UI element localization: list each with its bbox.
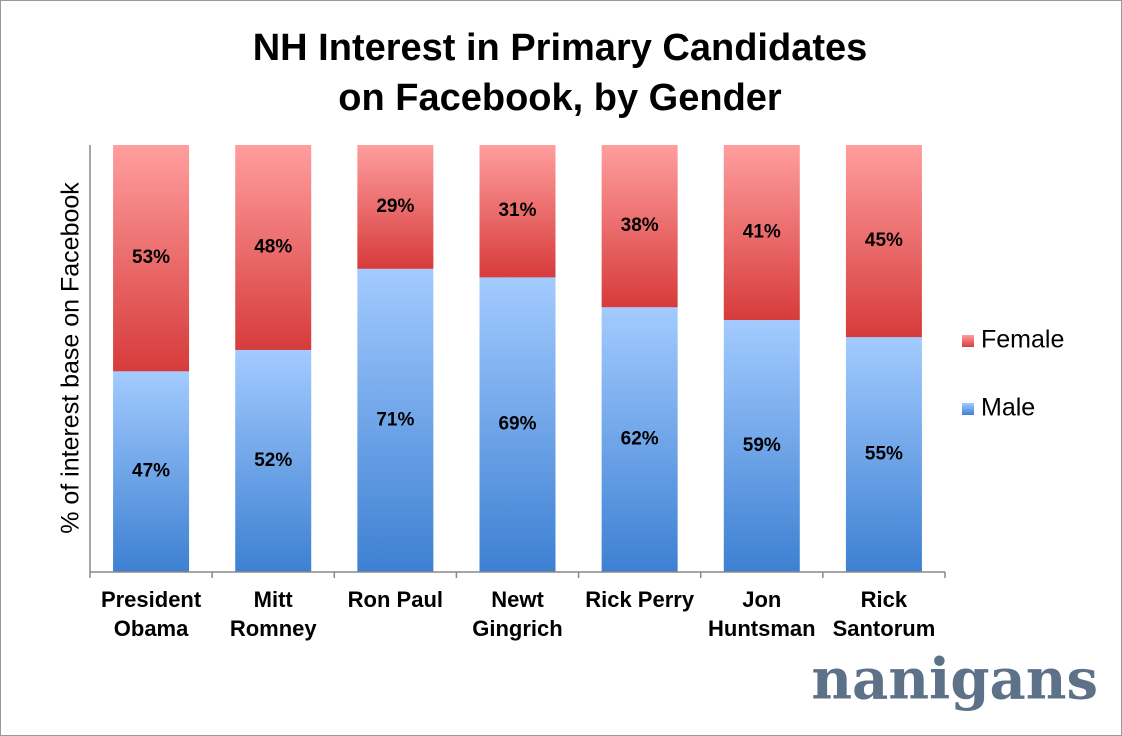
x-tick-label: Newt Gingrich xyxy=(472,587,562,641)
value-label: 41% xyxy=(743,222,781,243)
legend-label: Male xyxy=(981,394,1035,422)
legend-swatch xyxy=(962,403,974,415)
chart-title: NH Interest in Primary Candidates on Face… xyxy=(253,27,868,119)
value-label: 52% xyxy=(254,450,292,471)
value-label: 53% xyxy=(132,247,170,268)
bar-segment xyxy=(845,145,922,338)
value-label: 62% xyxy=(621,429,659,450)
value-label: 48% xyxy=(254,236,292,257)
x-tick-label: President Obama xyxy=(101,587,202,641)
bar-segment xyxy=(235,145,312,350)
logo: nanigans xyxy=(811,647,1098,713)
x-tick-label: Rick Santorum xyxy=(833,587,936,641)
bar-segment xyxy=(723,320,800,572)
bar-segment xyxy=(601,145,678,308)
legend-label: Female xyxy=(981,326,1064,354)
bar-segment xyxy=(235,349,312,572)
value-label: 55% xyxy=(865,444,903,465)
value-label: 29% xyxy=(376,196,414,217)
bar-segment xyxy=(357,268,434,572)
bar-segment xyxy=(357,145,434,269)
y-axis-label: % of interest base on Facebook xyxy=(57,182,85,534)
value-label: 31% xyxy=(498,200,536,221)
value-label: 69% xyxy=(498,414,536,435)
bar-segment xyxy=(723,145,800,321)
x-tick-label: Jon Huntsman xyxy=(708,587,816,641)
value-label: 38% xyxy=(621,215,659,236)
bar-segment xyxy=(479,145,556,278)
bar-segment xyxy=(113,145,190,372)
value-label: 47% xyxy=(132,461,170,482)
value-label: 59% xyxy=(743,435,781,456)
bar-segment xyxy=(601,307,678,572)
bar-segment xyxy=(113,371,190,572)
value-label: 71% xyxy=(376,409,414,430)
value-label: 45% xyxy=(865,230,903,251)
x-tick-label: Ron Paul xyxy=(348,587,443,612)
legend-swatch xyxy=(962,335,974,347)
bar-segment xyxy=(479,277,556,572)
x-tick-label: Rick Perry xyxy=(585,587,695,612)
bar-segment xyxy=(845,337,922,572)
x-tick-label: Mitt Romney xyxy=(230,587,318,641)
